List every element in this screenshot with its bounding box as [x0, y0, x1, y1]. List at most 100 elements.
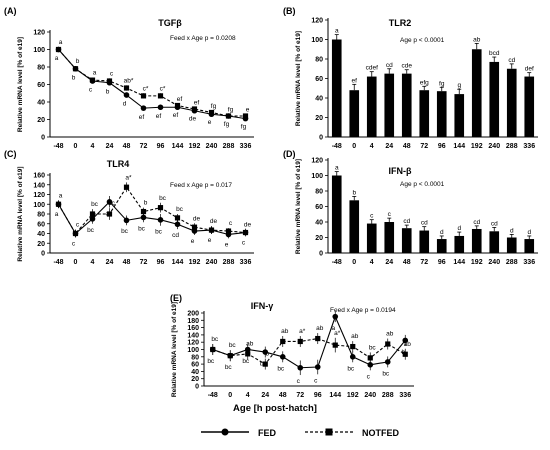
series-line-notfed [58, 49, 246, 117]
x-tick-label: 4 [91, 259, 95, 266]
significance-label: bc [176, 206, 184, 213]
significance-label: cd [386, 62, 393, 69]
point-notfed [208, 109, 215, 116]
significance-label: e [208, 119, 212, 126]
y-tick-label: 100 [33, 47, 45, 54]
significance-label: ef [139, 114, 145, 121]
significance-label: bc [369, 344, 377, 351]
x-tick-label: 192 [189, 259, 201, 266]
bar [436, 239, 447, 253]
significance-label: c [76, 222, 80, 229]
significance-label: c* [160, 85, 166, 92]
y-tick-label: 40 [37, 100, 45, 107]
x-tick-label: 336 [523, 259, 535, 266]
x-tick-label: 0 [228, 392, 232, 399]
x-tick-label: 192 [471, 143, 483, 150]
significance-label: cd [172, 232, 179, 239]
x-tick-label: -48 [332, 259, 342, 266]
x-tick-label: 96 [157, 143, 165, 150]
x-tick-label: 288 [506, 143, 518, 150]
point-notfed [72, 66, 79, 72]
point-notfed [89, 77, 96, 83]
significance-label: ab [316, 325, 324, 332]
point-notfed [157, 93, 164, 99]
x-axis-title: Age [h post-hatch] [233, 403, 317, 414]
significance-label: b [352, 189, 356, 196]
x-tick-label: -48 [53, 259, 63, 266]
point-notfed [262, 361, 268, 367]
significance-label: ab [246, 340, 254, 347]
bar [419, 90, 430, 137]
legend-fed-marker [221, 428, 229, 436]
significance-label: de [189, 116, 197, 123]
point-notfed [123, 184, 130, 190]
significance-label: ab [404, 341, 412, 348]
x-tick-label: 288 [506, 259, 518, 266]
point-notfed [245, 351, 251, 357]
significance-label: fg [439, 80, 445, 87]
significance-label: bc [159, 195, 167, 202]
legend-fed-label: FED [258, 428, 277, 438]
x-tick-label: -48 [332, 143, 342, 150]
x-tick-label: 0 [74, 143, 78, 150]
y-axis-label: Relative mRNA level [% of e19] [171, 302, 178, 397]
significance-label: bc [207, 358, 215, 365]
x-tick-label: 48 [403, 259, 411, 266]
y-tick-label: 0 [41, 251, 45, 258]
significance-label: cdef [366, 65, 378, 72]
x-tick-label: 144 [172, 259, 184, 266]
legend-notfed-marker [325, 428, 333, 436]
bar [454, 235, 465, 253]
y-tick-label: 0 [319, 135, 323, 142]
x-tick-label: 96 [438, 143, 446, 150]
panel-e-ifng-chart: (E)IFN-γ Feed x Age p = 0.019402040608010… [170, 293, 414, 399]
x-tick-label: 48 [279, 392, 287, 399]
point-notfed [123, 85, 130, 91]
bar [401, 228, 412, 253]
significance-label: a* [334, 330, 341, 337]
significance-label: ef [173, 112, 179, 119]
bar [506, 68, 517, 137]
y-tick-label: 60 [37, 221, 45, 228]
bar [524, 239, 535, 253]
point-fed [140, 105, 147, 111]
point-notfed [106, 211, 113, 217]
significance-label: d [457, 225, 461, 232]
y-tick-label: 80 [37, 65, 45, 72]
bar [454, 94, 465, 137]
bar [331, 175, 342, 253]
x-tick-label: 240 [488, 143, 500, 150]
legend: FED NOTFED [201, 428, 399, 438]
series-line-fed [58, 49, 246, 120]
significance-label: de [193, 215, 201, 222]
x-tick-label: 240 [206, 259, 218, 266]
point-notfed [402, 351, 408, 357]
y-axis-label: Relative mRNA level [% of e19] [17, 166, 24, 261]
significance-label: a [93, 70, 97, 77]
y-tick-label: 120 [311, 158, 323, 165]
x-tick-label: 192 [189, 143, 201, 150]
bar [349, 90, 360, 137]
y-tick-label: 60 [191, 362, 199, 369]
significance-label: de [244, 222, 252, 229]
significance-label: b [76, 58, 80, 65]
legend-notfed-label: NOTFED [362, 428, 399, 438]
bar [349, 200, 360, 253]
y-tick-label: 180 [187, 318, 199, 325]
point-fed [332, 313, 339, 320]
significance-label: cd [403, 218, 410, 225]
x-tick-label: 240 [488, 259, 500, 266]
significance-label: bc [242, 358, 250, 365]
significance-label: bc [108, 200, 116, 207]
bar [471, 49, 482, 137]
y-tick-label: 40 [315, 96, 323, 103]
significance-label: a* [125, 174, 132, 181]
y-tick-label: 100 [187, 347, 199, 354]
significance-label: ab [351, 333, 359, 340]
significance-label: de [210, 218, 218, 225]
x-tick-label: 24 [106, 143, 114, 150]
x-tick-label: 336 [240, 143, 252, 150]
significance-label: c [370, 213, 374, 220]
